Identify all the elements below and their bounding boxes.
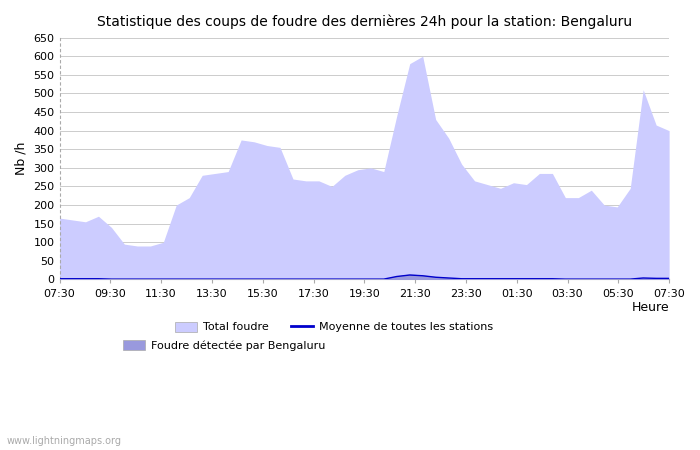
Title: Statistique des coups de foudre des dernières 24h pour la station: Bengaluru: Statistique des coups de foudre des dern… [97,15,632,30]
Legend: Foudre détectée par Bengaluru: Foudre détectée par Bengaluru [118,335,330,355]
Y-axis label: Nb /h: Nb /h [15,142,28,175]
X-axis label: Heure: Heure [631,302,669,314]
Text: www.lightningmaps.org: www.lightningmaps.org [7,436,122,446]
